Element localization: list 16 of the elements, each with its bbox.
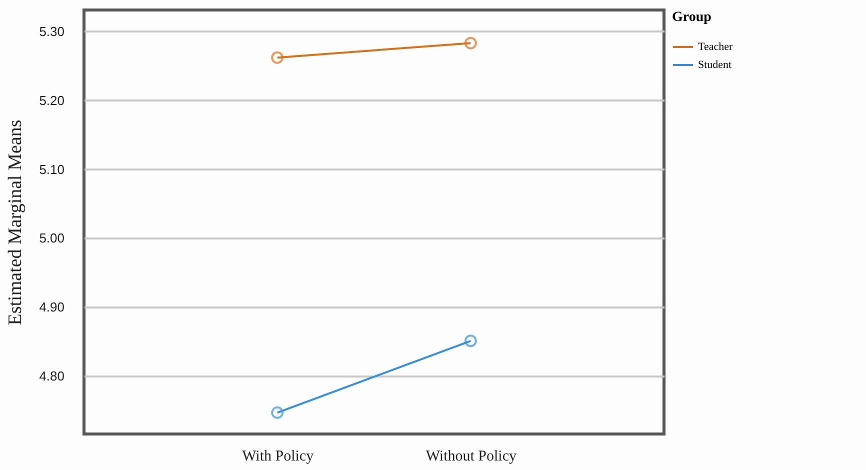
point — [271, 51, 284, 64]
y-tick-label: 5.10 — [39, 162, 64, 177]
x-tick-label: With Policy — [242, 448, 314, 464]
y-tick-label: 4.90 — [39, 300, 64, 315]
legend-title: Group — [672, 10, 712, 25]
y-axis-title: Estimated Marginal Means — [5, 120, 26, 326]
y-tick-label: 5.30 — [39, 24, 64, 39]
point — [464, 36, 477, 50]
legend-label: Teacher — [698, 41, 733, 53]
point — [271, 406, 284, 419]
legend-label: Student — [698, 59, 732, 71]
point — [464, 334, 477, 348]
x-tick-label: Without Policy — [426, 448, 517, 464]
y-tick-label: 5.20 — [39, 92, 64, 108]
y-tick-label: 4.80 — [39, 368, 64, 384]
y-tick-label: 5.00 — [39, 230, 64, 246]
